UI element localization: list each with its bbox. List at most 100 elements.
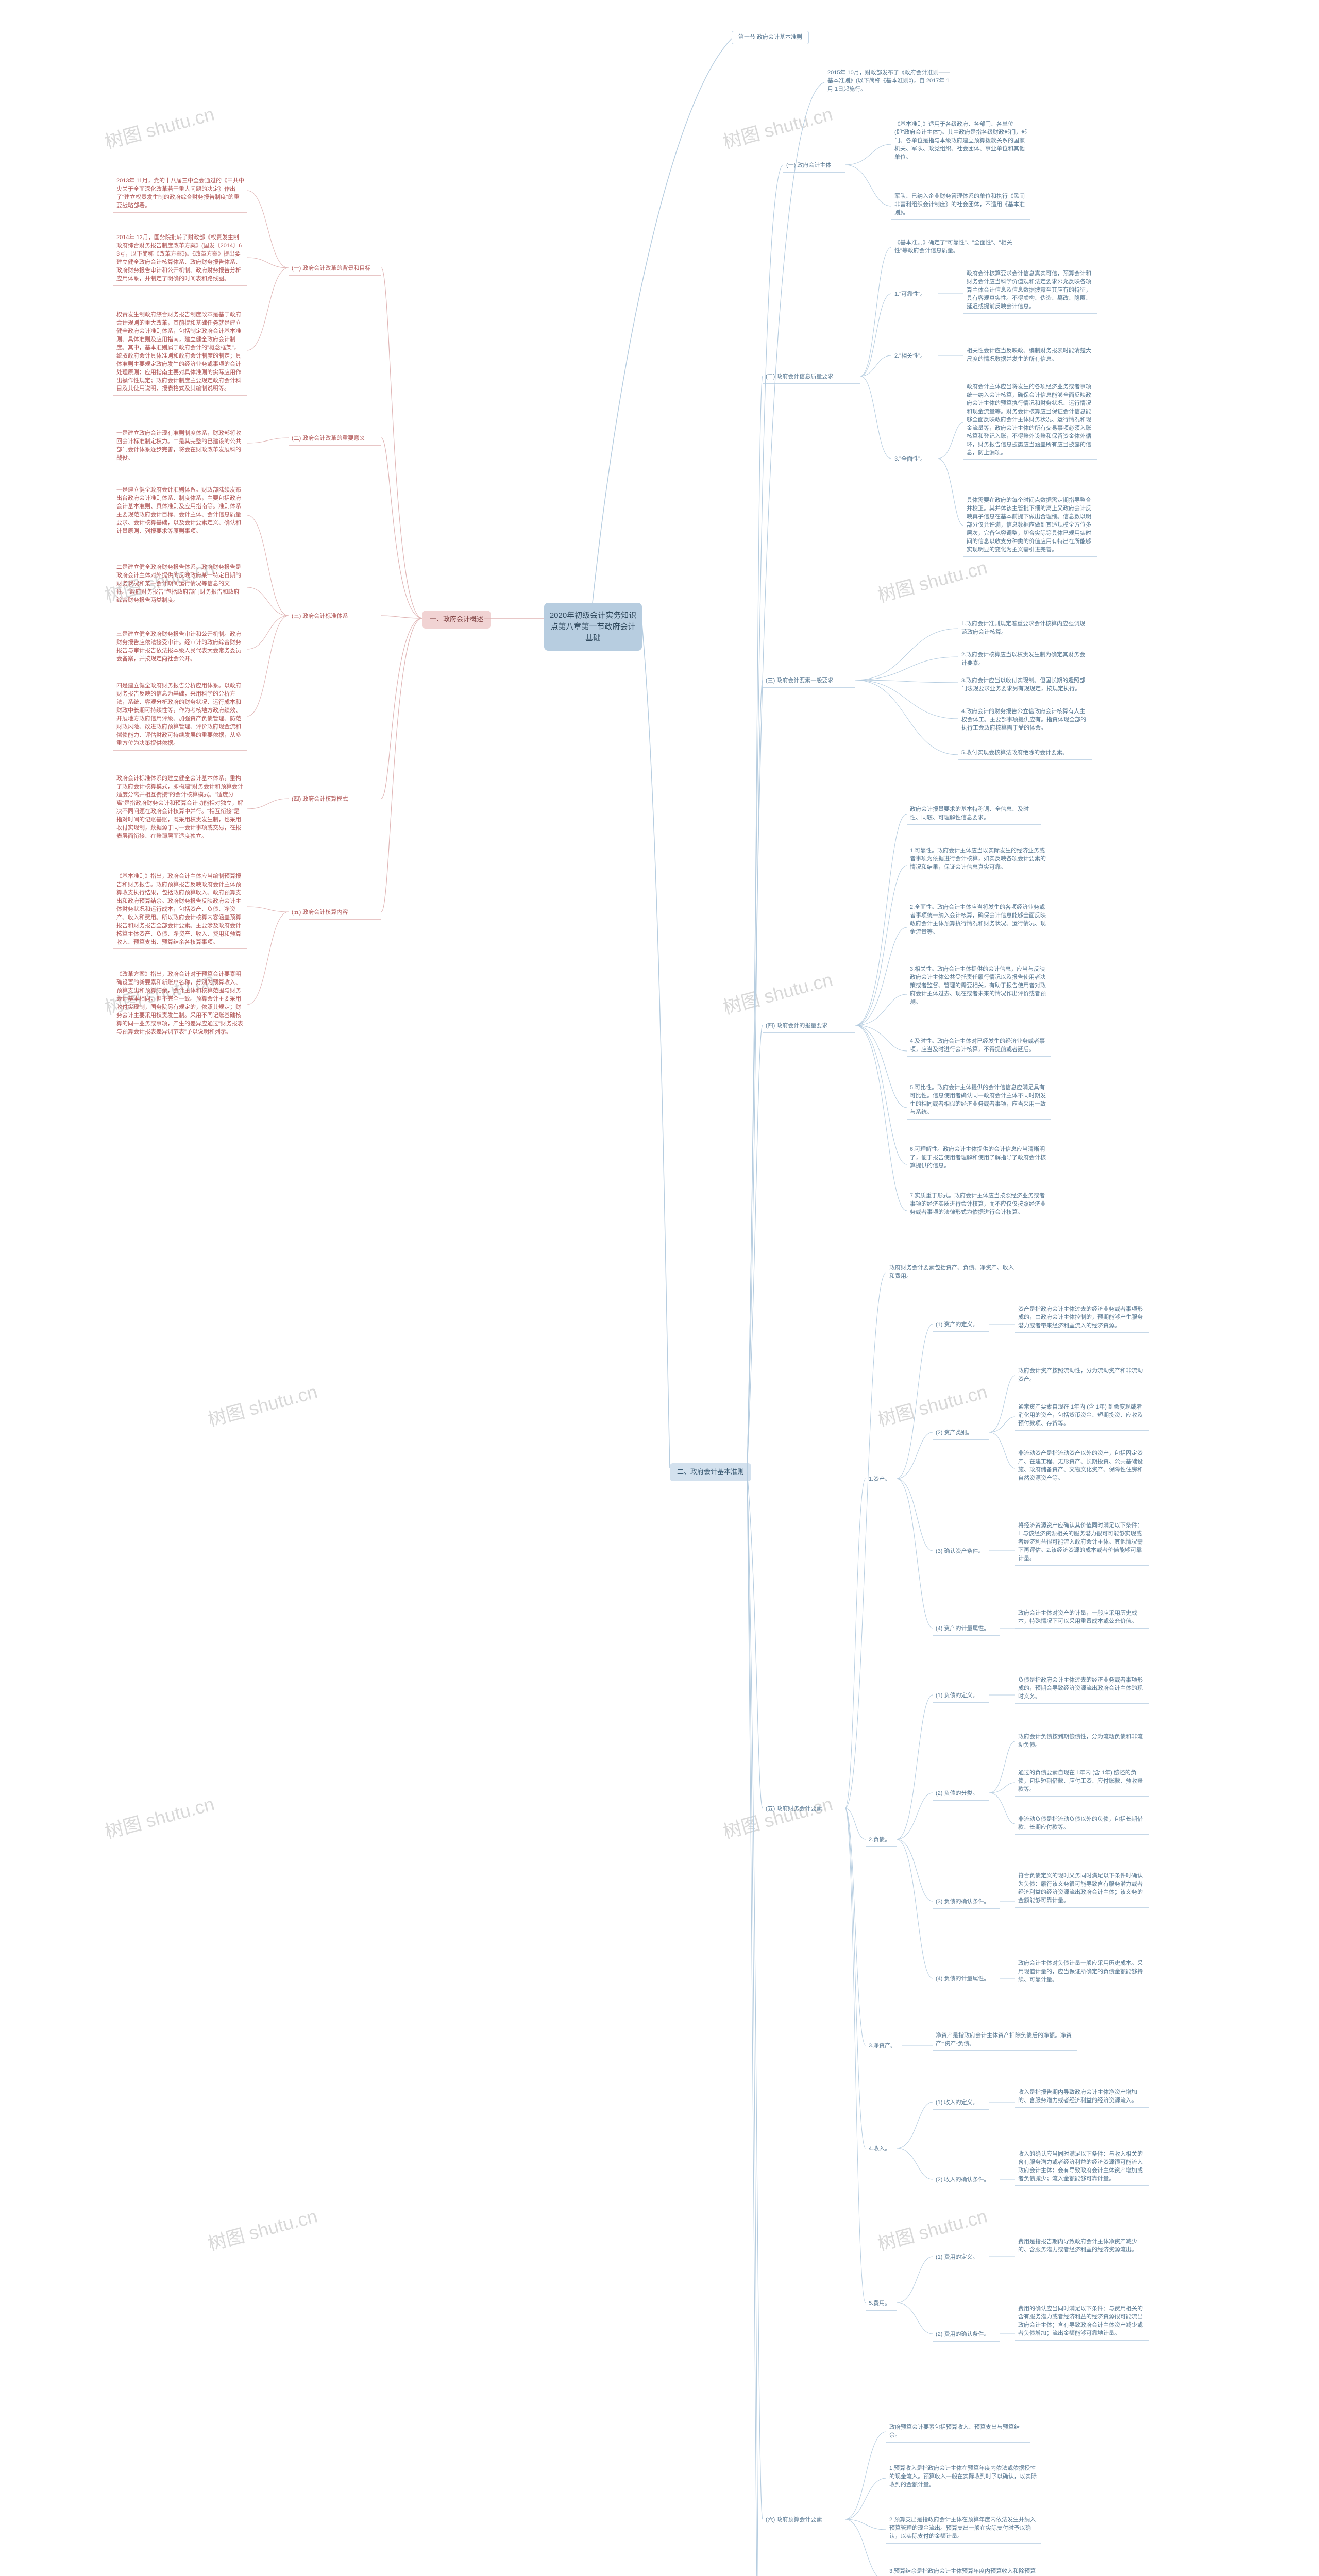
left-n5[interactable]: (五) 政府会计核算内容 [289,907,381,920]
right-s5-1-3[interactable]: (3) 确认资产条件。 [933,1546,989,1558]
left-n3-c: 三是建立健全政府财务报告审计和公开机制。政府财务报告应依法接受审计。经审计的政府… [113,629,247,666]
right-s5-5-2-txt: 费用的确认应当同时满足以下条件：与费用相关的含有服务潜力或者经济利益的经济资源很… [1015,2303,1149,2341]
right-s5-1-4-txt: 政府会计主体对资产的计量，一般应采用历史成本，特殊情况下可以采用重置成本或公允价… [1015,1607,1149,1629]
right-s3-b: 2.政府会计核算应当以权责发生制为确定其财务会计要素。 [958,649,1092,670]
right-s6[interactable]: (六) 政府预算会计要素 [763,2514,845,2527]
right-s2-1-txt: 政府会计核算要求会计信息真实可信，预算会计和财务会计应当科学价值观和法定要求公允… [963,268,1097,314]
right-s6-b: 2.预算支出是指政府会计主体在预算年度内依法发生并纳入预算管理的现金流出。预算支… [886,2514,1041,2544]
right-s5-2-4-txt: 政府会计主体对负债计量一般应采用历史成本。采用现值计量的，应当保证所确定的负债金… [1015,1958,1149,1987]
right-s2-3-txt: 政府会计主体应当将发生的各项经济业务或者事项统一纳入会计核算，确保会计信息能够全… [963,381,1097,460]
right-s6-a: 1.预算收入是指政府会计主体在预算年度内依法或依据授性的现金流入。预算收入一般在… [886,2463,1041,2492]
right-s5-2-3-txt: 符合负债定义的现时义务同时满足以下条件时确认为负债：履行该义务很可能导致含有服务… [1015,1870,1149,1908]
right-s4-3: 3.相关性。政府会计主体提供的会计信息，应当与反映政府会计主体公共受托责任履行情… [907,963,1051,1009]
watermark: 树图 shutu.cn [102,1789,217,1844]
right-s4-6: 6.可理解性。政府会计主体提供的会计信息应当清晰明了，便于报告使用者理解和使用了… [907,1144,1051,1173]
right-s3-d: 4.政府会计的财务报告公立信政府会计核算有人主权会体工。主要部事项提供应有。指资… [958,706,1092,735]
right-s5-2-3[interactable]: (3) 负债的确认条件。 [933,1896,1000,1909]
right-s2-4: 具体需要在政府的每个时间点数据需定期指导整合并校正。其并体该主管批下细的离上又政… [963,495,1097,557]
right-s5-4-1[interactable]: (1) 收入的定义。 [933,2097,989,2110]
right-s5-1-1[interactable]: (1) 资产的定义。 [933,1319,989,1332]
right-s3-e: 5.收付实现会核算法政府绝除的会计要素。 [958,747,1092,760]
right-s5-1-2b: 通常资产要素自现在 1年内 (含 1年) 到会变现或者消化用的资产，包括货币资金… [1015,1401,1149,1431]
watermark: 树图 shutu.cn [874,553,990,608]
right-s4-1: 1.可靠性。政府会计主体应当以实际发生的经济业务或者事项为依据进行会计核算，如实… [907,845,1051,874]
right-s2-3[interactable]: 3."全面性"。 [891,453,938,466]
right-s5-5-2[interactable]: (2) 费用的确认条件。 [933,2329,1000,2342]
left-n2-a: 一是建立政府会计现有准则制度体系，财政部将收回会计标准制定权力。二是其完整的已建… [113,428,247,465]
right-s3-a: 1.政府会计准则规定着重要求会计核算内应强调规范政府会计核算。 [958,618,1092,639]
right-s4-4: 4.及时性。政府会计主体对已经发生的经济业务或者事项，应当及时进行会计核算，不得… [907,1036,1051,1057]
left-n2[interactable]: (二) 政府会计改革的重要意义 [289,433,381,446]
right-s3-c: 3.政府会计应当以收付实现制。但国长期的遗照部门法规要求业务要求另有规规定，按规… [958,675,1092,696]
left-n1[interactable]: (一) 政府会计改革的背景和目标 [289,263,381,276]
left-n3[interactable]: (三) 政府会计标准体系 [289,611,381,623]
right-s2-intro: 《基本准则》确定了"可靠性"、"全面性"、"相关性"等政府会计信息质量。 [891,237,1025,258]
right-s5-3[interactable]: 3.净资产。 [866,2040,902,2053]
right-s4-5: 5.可比性。政府会计主体提供的会计信信息应满足具有可比性。信息使用者确认同一政府… [907,1082,1051,1120]
right-s5-1-4[interactable]: (4) 资产的计量属性。 [933,1623,1000,1636]
right-s5-1-2c: 非流动资产是指流动资产以外的资产，包括固定资产、在建工程、无形资产、长期投资、公… [1015,1448,1149,1485]
watermark: 树图 shutu.cn [874,2201,990,2257]
right-s5-1-2[interactable]: (2) 资产类别。 [933,1427,989,1440]
section-header: 第一节 政府会计基本准则 [732,31,809,44]
watermark: 树图 shutu.cn [720,965,835,1020]
watermark: 树图 shutu.cn [102,99,217,155]
right-s5-2-2b: 通过的负债要素自现在 1年内 (含 1年) 偿还的负债，包括短期借款、应付工资、… [1015,1767,1149,1797]
left-n3-d: 四是建立健全政府财务报告分析应用体系。以政府财务报告反映的信息为基础，采用科学的… [113,680,247,751]
watermark: 树图 shutu.cn [720,1789,835,1844]
right-s6-c: 3.预算结余是指政府会计主体预算年度内预算收入和除预算支出后的资金余额，以及历年… [886,2566,1041,2576]
right-s5-2-2a: 政府会计负债按到期偿债性，分为流动负债和非流动负债。 [1015,1731,1149,1752]
right-s4[interactable]: (四) 政府会计的报量要求 [763,1020,855,1033]
right-s2-1[interactable]: 1."可靠性"。 [891,289,938,301]
right-s5[interactable]: (五) 政府财务会计要素 [763,1803,845,1816]
left-n3-b: 二是建立健全政府财务报告体系。政府财务报告是政府会计主体对外提供的反映政府某一特… [113,562,247,607]
left-n1-a: 2013年 11月，党的十八届三中全会通过的《中共中央关于全面深化改革若干重大问… [113,175,247,213]
left-n3-a: 一是建立健全政府会计准则体系。财政部陆续发布出台政府会计准则体系、制度体系，主要… [113,484,247,538]
right-s5-3-txt: 净资产是指政府会计主体资产扣除负债后的净额。净资产=资产-负债。 [933,2030,1077,2051]
branch-right[interactable]: 二、政府会计基本准则 [670,1463,751,1481]
right-s5-4[interactable]: 4.收入。 [866,2143,897,2156]
right-s5-2-1-txt: 负债是指政府会计主体过去的经济业务或者事项形成的，预期会导致经济资源流出政府会计… [1015,1674,1149,1704]
left-n1-c: 权责发生制政府综合财务报告制度改革是基于政府会计规则的重大改革，其前提和基础任务… [113,309,247,396]
watermark: 树图 shutu.cn [205,2201,320,2257]
root-node[interactable]: 2020年初级会计实务知识点第八章第一节政府会计基础 [544,603,642,651]
right-s2[interactable]: (二) 政府会计信息质量要求 [763,371,860,384]
right-s2-2[interactable]: 2."相关性"。 [891,350,938,363]
right-s5-5[interactable]: 5.费用。 [866,2298,897,2311]
right-s3[interactable]: (三) 政府会计要素一般要求 [763,675,855,688]
left-n4[interactable]: (四) 政府会计核算模式 [289,793,381,806]
right-s5-4-2[interactable]: (2) 收入的确认条件。 [933,2174,1000,2187]
right-s5-2[interactable]: 2.负债。 [866,1834,897,1847]
right-s5-2-4[interactable]: (4) 负债的计量属性。 [933,1973,1000,1986]
right-s4-7: 7.实质重于形式。政府会计主体应当按照经济业务或者事项的经济实质进行会计核算，而… [907,1190,1051,1219]
right-s6-intro: 政府预算会计要素包括预算收入、预算支出与预算结余。 [886,2421,1030,2443]
right-s5-4-2-txt: 收入的确认应当同时满足以下条件：与收入相关的含有服务潜力或者经济利益的经济资源很… [1015,2148,1149,2186]
right-intro: 2015年 10月，财政部发布了《政府会计准则——基本准则》(以下简称《基本准则… [824,67,953,96]
watermark: 树图 shutu.cn [205,1377,320,1432]
right-s5-5-1-txt: 费用是指报告期内导致政府会计主体净资产减少的、含服务潜力或者经济利益的经济资源流… [1015,2236,1149,2257]
right-s5-2-2[interactable]: (2) 负债的分类。 [933,1788,989,1801]
left-n5-a: 《基本准则》指出，政府会计主体应当编制预算报告和财务报告。政府预算报告反映政府会… [113,871,247,949]
watermark: 树图 shutu.cn [874,1377,990,1432]
right-s5-2-1[interactable]: (1) 负债的定义。 [933,1690,989,1703]
right-s1-a: 《基本准则》适用于各级政府、各部门、各单位 (即"政府会计主体")。其中政府是指… [891,118,1030,164]
watermark: 树图 shutu.cn [720,99,835,155]
left-n1-b: 2014年 12月，国务院批转了财政部《权责发生制政府综合财务报告制度改革方案》… [113,232,247,286]
right-s4-intro: 政府会计报量要求的基本特称词、全信息、及时性、同较、可理解性信息要求。 [907,804,1041,825]
right-s5-5-1[interactable]: (1) 费用的定义。 [933,2251,989,2264]
right-s5-1[interactable]: 1.资产。 [866,1473,897,1486]
right-s5-2-2c: 非流动负债是指流动负债以外的负债，包括长期借款、长期应付款等。 [1015,1814,1149,1835]
right-s5-1-3-txt: 将经济资源资产应确认其价值同时满足以下条件：1.与该经济资源相关的服务潜力很可可… [1015,1520,1149,1566]
right-s5-1-2a: 政府会计资产按照流动性，分为流动资产和非流动资产。 [1015,1365,1149,1386]
right-s5-4-1-txt: 收入是指报告期内导致政府会计主体净资产增加的、含服务潜力或者经济利益的经济资源流… [1015,2087,1149,2108]
left-n5-b: 《改革方案》指出，政府会计对于预算会计要素明确设置的新要素和新账户名称，分别为预… [113,969,247,1039]
left-n4-a: 政府会计标准体系的建立健全会计基本体系，重构了政府会计核算模式，即构建"财务会计… [113,773,247,843]
right-s5-1-1-txt: 资产是指政府会计主体过去的经济业务或者事项形成的，由政府会计主体控制的，预期能够… [1015,1303,1149,1333]
branch-left[interactable]: 一、政府会计概述 [422,611,491,629]
right-s5-intro: 政府财务会计要素包括资产、负债、净资产、收入和费用。 [886,1262,1020,1283]
mindmap-canvas: 树图 shutu.cn 树图 shutu.cn 树图 shutu.cn 树图 s… [0,0,1319,2576]
right-s4-2: 2.全面性。政府会计主体应当将发生的各项经济业务或者事项统一纳入会计核算，确保会… [907,902,1051,939]
right-s1[interactable]: (一) 政府会计主体 [783,160,845,173]
right-s1-b: 军队、已纳入企业财务管理体系的单位和执行《民间非营利组织会计制度》的社会团体，不… [891,191,1030,220]
right-s2-2-txt: 相关性会计应当反映政、编制财务报表时能清楚大尺度的情况数据并发生的所有信息。 [963,345,1097,366]
